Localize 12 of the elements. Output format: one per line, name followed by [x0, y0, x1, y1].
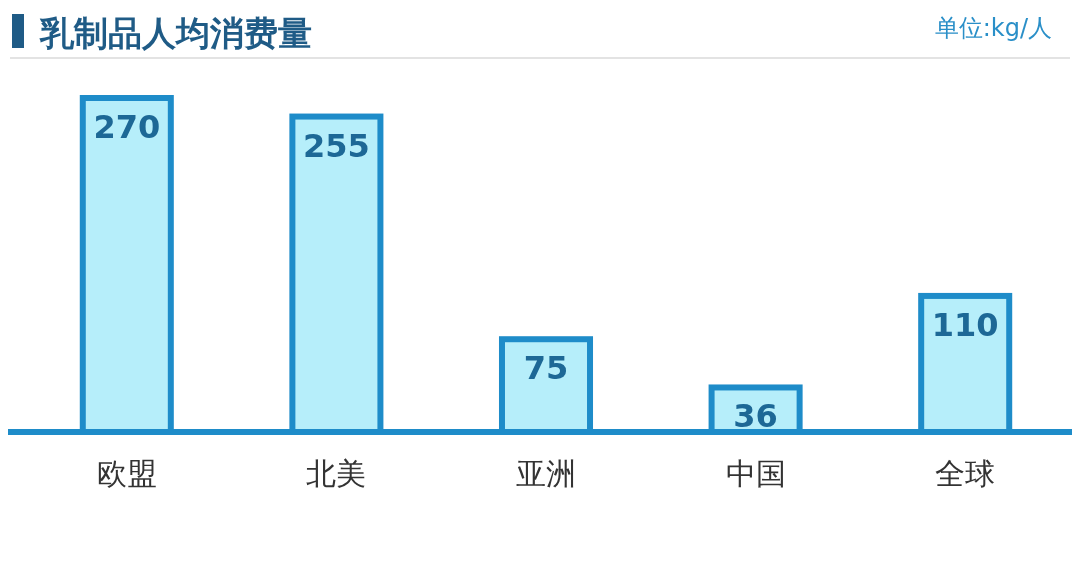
data-label: 36 [733, 397, 778, 436]
x-tick-label: 全球 [935, 456, 996, 491]
x-tick-label: 北美 [306, 456, 367, 491]
data-label: 110 [931, 305, 999, 344]
chart-title: 乳制品人均消费量 [39, 13, 312, 53]
x-tick-label: 欧盟 [96, 456, 157, 491]
data-label: 75 [523, 349, 569, 388]
x-tick-label: 中国 [725, 456, 786, 491]
data-label: 255 [303, 126, 370, 165]
data-label: 270 [93, 108, 161, 146]
text: 单位:kg/人 [934, 14, 1052, 42]
x-tick-label: 亚洲 [516, 456, 576, 491]
